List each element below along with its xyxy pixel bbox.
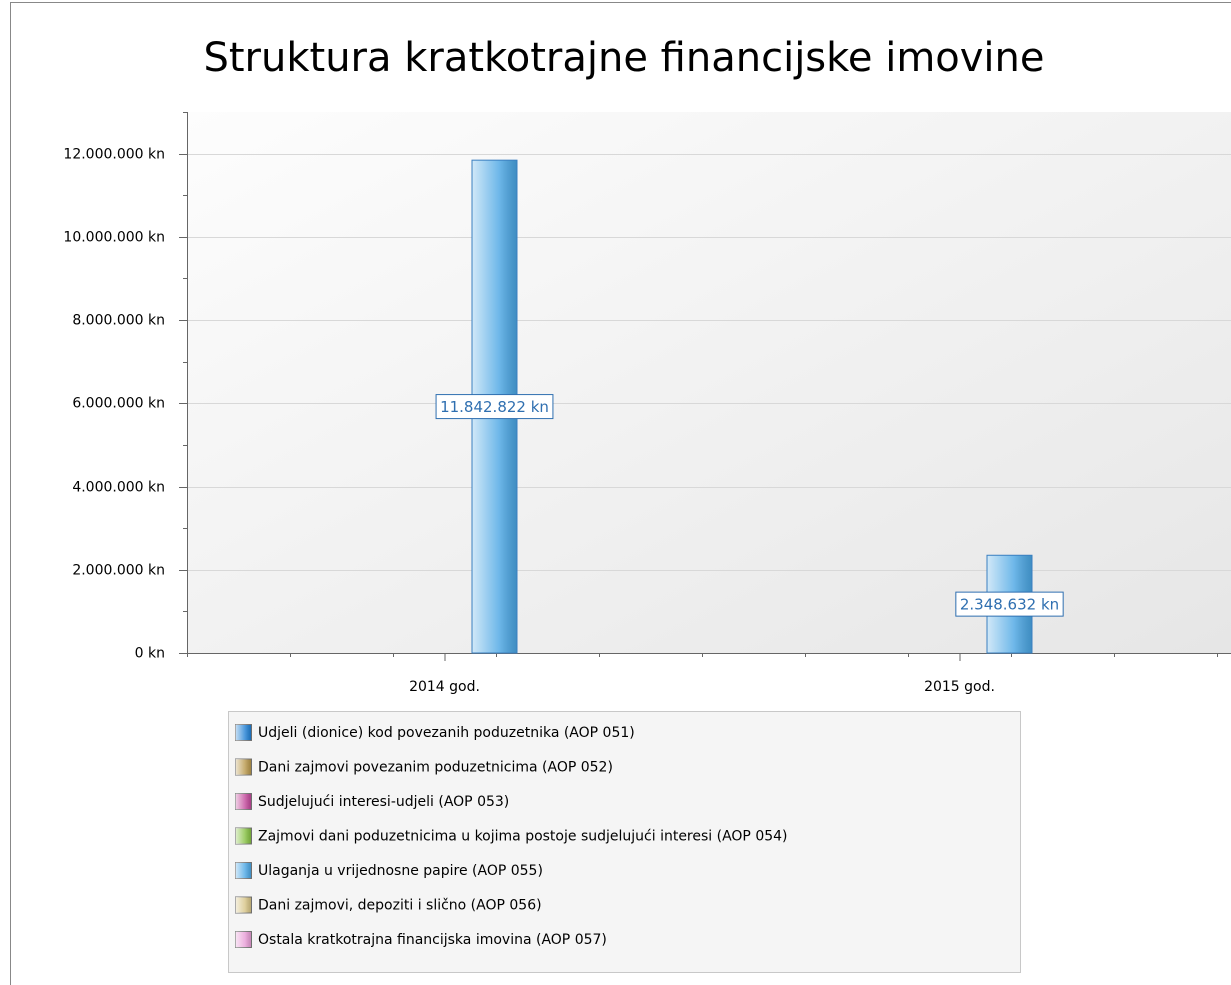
legend-swatch-sheen [235,724,252,741]
legend-swatch-sheen [235,897,252,913]
legend-label: Udjeli (dionice) kod povezanih poduzetni… [258,725,635,741]
frame [10,2,1231,985]
legend-swatch-sheen [235,759,252,775]
y-tick-label: 2.000.000 kn [72,563,165,579]
chart-title: Struktura kratkotrajne financijske imovi… [203,35,1044,81]
y-tick-label: 12.000.000 kn [63,147,165,163]
legend-swatch-sheen [235,931,252,948]
legend-swatch-sheen [235,862,252,879]
legend-label: Zajmovi dani poduzetnicima u kojima post… [258,829,788,845]
legend-swatch-sheen [235,793,252,810]
y-tick-label: 0 kn [135,646,165,662]
y-tick-label: 10.000.000 kn [63,230,165,246]
legend [228,711,1021,973]
legend-label: Sudjelujući interesi-udjeli (AOP 053) [258,794,509,810]
value-label-box [435,394,554,420]
y-tick-label: 4.000.000 kn [72,480,165,496]
x-tick-label: 2015 god. [924,679,995,695]
x-tick-label: 2014 god. [409,679,480,695]
y-tick-label: 8.000.000 kn [72,313,165,329]
value-label: 11.842.822 kn [440,398,549,416]
legend-label: Ostala kratkotrajna financijska imovina … [258,932,607,948]
legend-label: Dani zajmovi povezanim poduzetnicima (AO… [258,760,613,776]
y-tick-label: 6.000.000 kn [72,396,165,412]
legend-label: Ulaganja u vrijednosne papire (AOP 055) [258,863,543,879]
value-label: 2.348.632 kn [960,596,1059,614]
legend-swatch-sheen [235,828,252,844]
plot-area [187,112,1231,653]
value-label-box [955,591,1064,617]
legend-label: Dani zajmovi, depoziti i slično (AOP 056… [258,898,542,914]
